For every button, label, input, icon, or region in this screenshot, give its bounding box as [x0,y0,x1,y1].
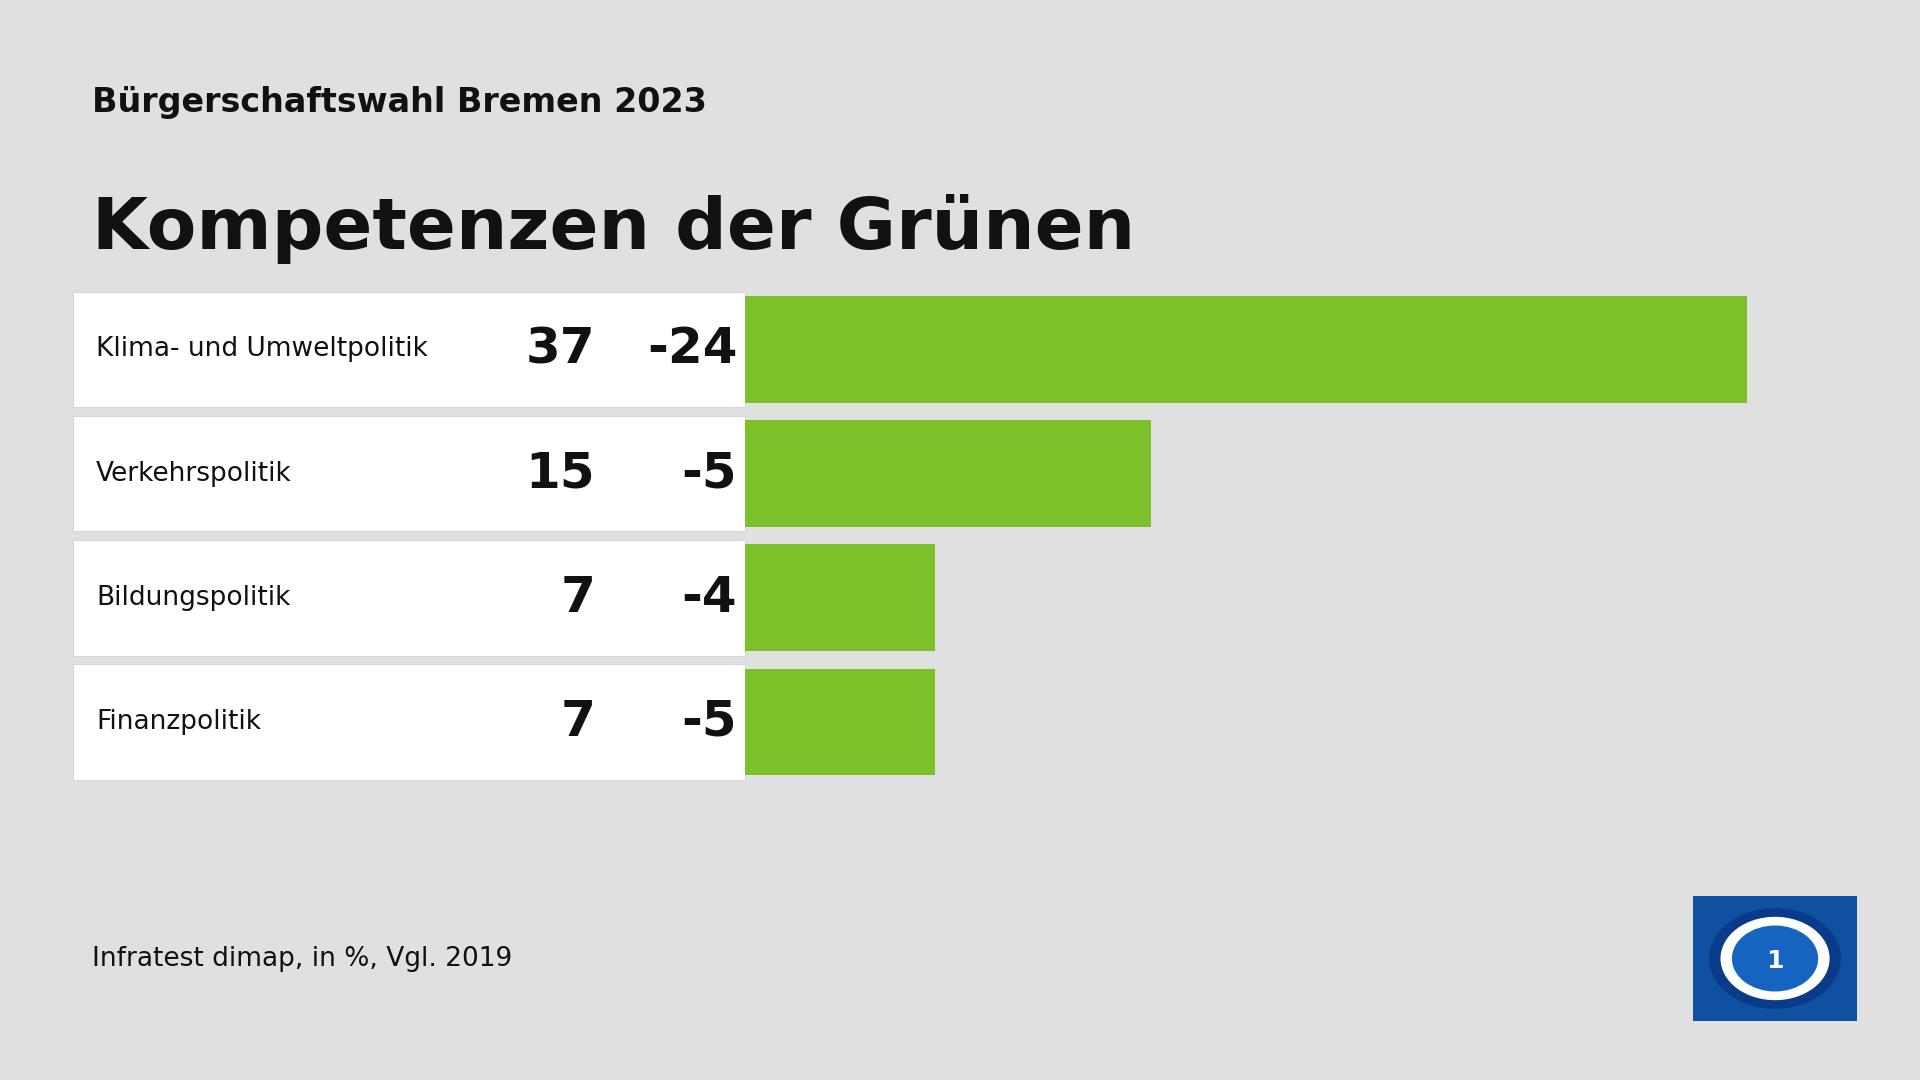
Circle shape [1709,908,1839,1009]
Text: 15: 15 [526,449,595,498]
Circle shape [1732,927,1818,990]
Text: Bildungspolitik: Bildungspolitik [96,584,290,611]
Text: -5: -5 [682,449,737,498]
Text: 7: 7 [561,698,595,746]
Text: Kompetenzen der Grünen: Kompetenzen der Grünen [92,194,1135,265]
Text: Bürgerschaftswahl Bremen 2023: Bürgerschaftswahl Bremen 2023 [92,86,707,120]
Text: 7: 7 [561,573,595,622]
Text: -4: -4 [682,573,737,622]
Text: Finanzpolitik: Finanzpolitik [96,708,261,735]
Text: Verkehrspolitik: Verkehrspolitik [96,460,292,487]
Text: Klima- und Umweltpolitik: Klima- und Umweltpolitik [96,336,428,363]
Text: Infratest dimap, in %, Vgl. 2019: Infratest dimap, in %, Vgl. 2019 [92,946,513,972]
Text: -24: -24 [647,325,737,374]
Circle shape [1720,918,1830,999]
Text: 1: 1 [1766,949,1784,973]
Text: 37: 37 [526,325,595,374]
Text: -5: -5 [682,698,737,746]
FancyBboxPatch shape [1680,887,1870,1030]
